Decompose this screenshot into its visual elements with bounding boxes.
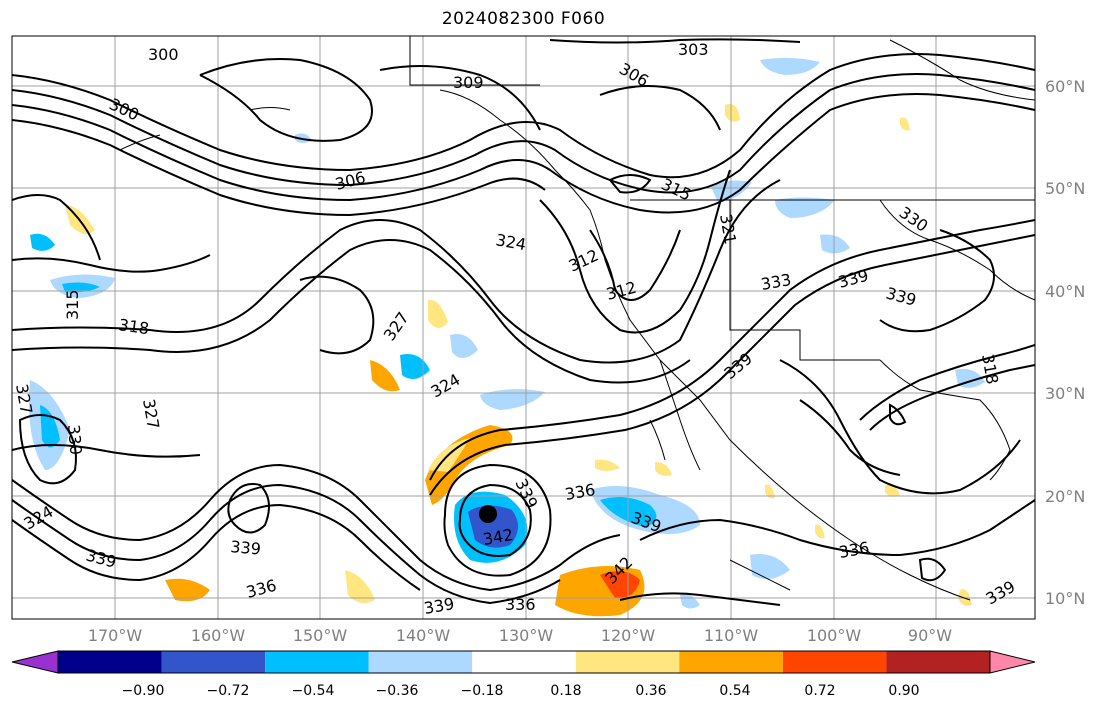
colorbar-segment (368, 651, 473, 673)
colorbar-tick-label: −0.18 (460, 683, 504, 699)
colorbar-segment (472, 651, 576, 673)
coastlines (119, 36, 1035, 601)
contour-label: 336 (505, 595, 536, 614)
colorbar-tick-label: 0.36 (635, 683, 667, 699)
lon-label: 170°W (87, 626, 143, 645)
lon-label: 120°W (600, 626, 656, 645)
contours (12, 38, 1035, 606)
storm-center-marker (479, 505, 497, 523)
colorbar-tick-label: 0.90 (888, 683, 920, 699)
lon-label: 160°W (190, 626, 246, 645)
colorbar (11, 650, 1036, 674)
lon-label: 150°W (292, 626, 348, 645)
map-border (11, 35, 1036, 620)
map-title: 2024082300 F060 (441, 9, 606, 29)
colorbar-tick-label: −0.72 (206, 683, 250, 699)
contour-label: 309 (453, 73, 484, 92)
colorbar-segment (886, 651, 990, 673)
lon-label: 90°W (907, 626, 953, 645)
lon-label: 110°W (703, 626, 759, 645)
colorbar-extend-low (11, 650, 59, 674)
lat-label: 40°N (1045, 282, 1086, 301)
lat-label: 30°N (1045, 384, 1086, 403)
lon-label: 140°W (395, 626, 451, 645)
colorbar-segment (265, 651, 369, 673)
colorbar-tick-label: 0.72 (804, 683, 836, 699)
colorbar-border (57, 650, 991, 674)
lon-label: 100°W (806, 626, 862, 645)
contour-label: 330 (64, 424, 86, 456)
colorbar-segment (575, 651, 680, 673)
contour-label: 315 (63, 289, 82, 320)
colorbar-tick-label: 0.54 (719, 683, 751, 699)
contour-label: 318 (117, 315, 150, 338)
colorbar-segment (782, 651, 887, 673)
colorbar-tick-label: −0.54 (291, 683, 335, 699)
colorbar-tick-label: 0.18 (550, 683, 582, 699)
lat-label: 50°N (1045, 179, 1086, 198)
colorbar-segment (161, 651, 266, 673)
colorbar-tick-label: −0.90 (121, 683, 165, 699)
colorbar-extend-high (989, 650, 1036, 674)
contour-label: 300 (148, 45, 179, 64)
contour-label: 339 (230, 537, 262, 559)
colorbar-tick-label: −0.36 (375, 683, 419, 699)
lat-label: 20°N (1045, 487, 1086, 506)
lon-label: 130°W (498, 626, 554, 645)
lat-label: 10°N (1045, 589, 1086, 608)
lat-label: 60°N (1045, 77, 1086, 96)
colorbar-segment (679, 651, 783, 673)
colorbar-segment (58, 651, 162, 673)
contour-label: 303 (678, 40, 709, 59)
anomaly-fills (29, 57, 985, 617)
